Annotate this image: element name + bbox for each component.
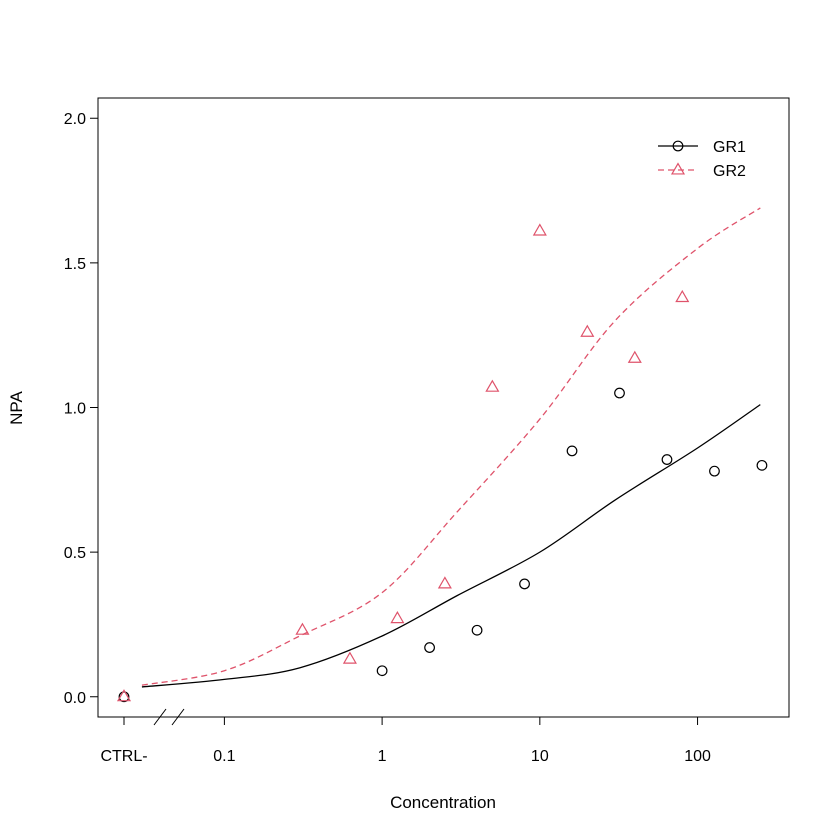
y-tick-label: 0.5 <box>64 545 86 562</box>
fit-curves <box>141 207 761 688</box>
x-tick-label: 0.1 <box>213 748 235 765</box>
data-point-gr2 <box>437 576 452 589</box>
data-point-gr2 <box>295 622 310 635</box>
fit-curve-gr2 <box>141 207 761 686</box>
legend-marker-gr1 <box>672 140 684 152</box>
data-point-gr1 <box>566 445 578 457</box>
data-point-gr2 <box>485 379 500 392</box>
y-tick-label: 0.0 <box>64 690 86 707</box>
data-point-gr2 <box>627 350 642 363</box>
legend-marker-gr2 <box>670 162 686 175</box>
y-tick-label: 2.0 <box>64 111 86 128</box>
data-point-gr1 <box>661 454 673 465</box>
data-point-gr1 <box>376 665 388 677</box>
y-tick-label: 1.5 <box>64 256 86 273</box>
fit-curve-gr1 <box>141 404 761 688</box>
x-axis: CTRL- 0.1 1 10 100 <box>100 708 711 765</box>
data-point-gr2 <box>675 289 690 303</box>
data-point-gr2 <box>342 651 357 664</box>
legend-label-gr2: GR2 <box>713 163 746 180</box>
y-axis-title: NPA <box>7 390 26 424</box>
data-point-gr1 <box>471 624 483 636</box>
data-point-gr1-control <box>118 691 130 703</box>
axis-break-mark <box>171 708 185 726</box>
data-point-gr2-control <box>116 689 132 702</box>
y-tick-label: 1.0 <box>64 401 86 418</box>
x-tick-label: 100 <box>684 748 711 765</box>
x-tick-label-control: CTRL- <box>100 748 147 765</box>
data-point-gr1 <box>424 642 435 653</box>
axis-break-mark <box>153 708 167 726</box>
y-axis: 0.0 0.5 1.0 1.5 2.0 <box>64 111 99 707</box>
data-point-gr1 <box>756 459 768 471</box>
data-point-gr2 <box>532 223 547 236</box>
data-point-gr2 <box>390 611 405 624</box>
data-point-gr1 <box>519 578 530 590</box>
data-point-gr2 <box>580 324 595 337</box>
x-tick-label: 10 <box>531 748 549 765</box>
data-points <box>116 223 768 703</box>
data-point-gr1 <box>709 465 720 477</box>
legend-label-gr1: GR1 <box>713 139 746 156</box>
x-axis-title: Concentration <box>390 793 496 812</box>
x-tick-label: 1 <box>378 748 387 765</box>
data-point-gr1 <box>614 387 625 399</box>
